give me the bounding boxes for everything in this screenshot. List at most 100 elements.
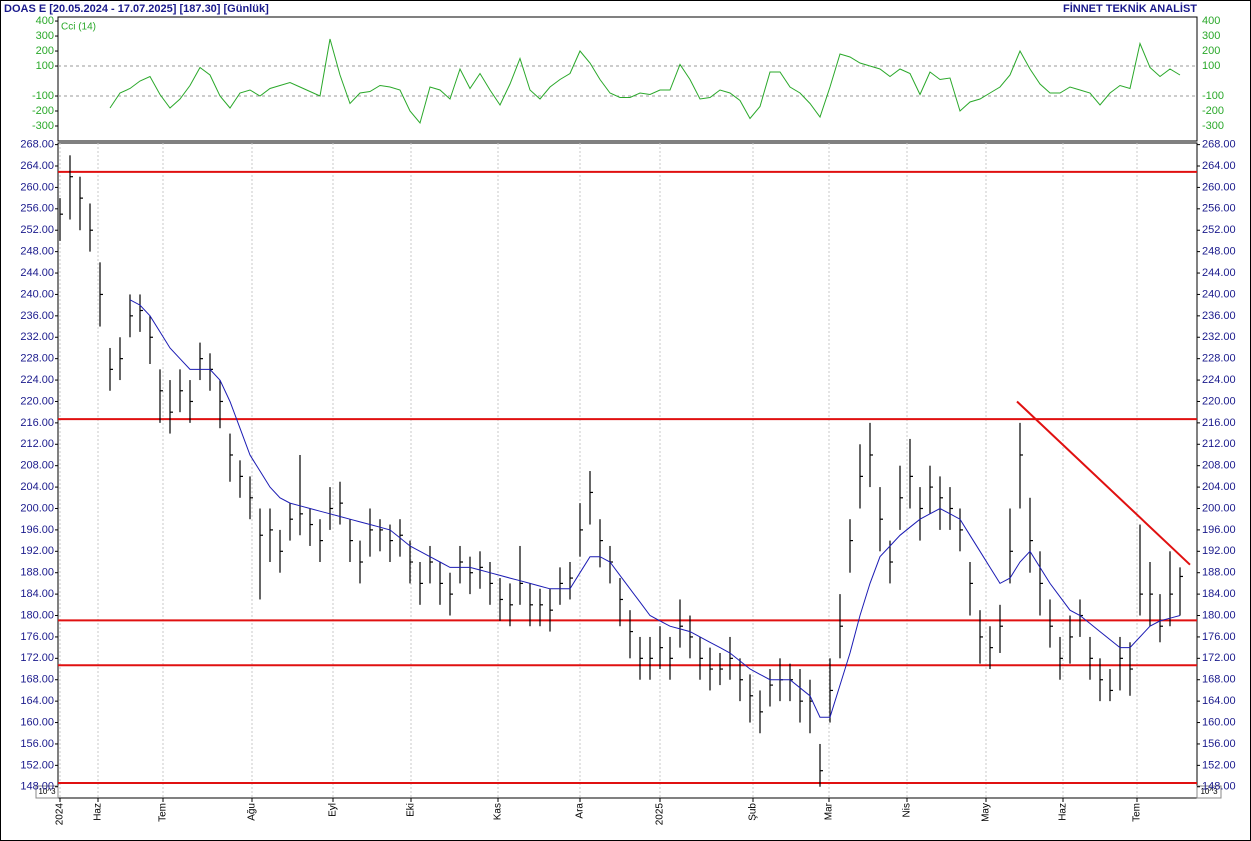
x-tick-label: Kas [493,803,504,820]
y-tick-label: 100 [1202,60,1220,72]
indicator-panel [57,16,1198,142]
x-tick-label: Mar [824,802,835,820]
x-tick-label: Nis [902,803,913,817]
y-tick-label: 188.00 [20,567,54,579]
y-tick-label: 260.00 [20,181,54,193]
y-tick-label: 212.00 [1202,438,1236,450]
scale-note: 10^3 [1200,787,1218,796]
y-tick-label: 192.00 [20,545,54,557]
y-tick-label: 192.00 [1202,545,1236,557]
y-tick-label: 176.00 [1202,631,1236,643]
y-tick-label: 220.00 [20,395,54,407]
x-tick-label: Şub [748,803,759,821]
y-tick-label: 200 [1202,45,1220,57]
x-tick-label: Ara [575,803,586,819]
y-tick-label: 172.00 [1202,652,1236,664]
y-tick-label: 208.00 [20,460,54,472]
y-tick-label: 184.00 [1202,588,1236,600]
y-tick-label: 216.00 [20,417,54,429]
y-tick-label: 256.00 [1202,203,1236,215]
y-tick-label: 264.00 [1202,160,1236,172]
y-tick-label: 224.00 [1202,374,1236,386]
indicator-name: Cci (14) [61,22,96,33]
y-tick-label: 196.00 [1202,524,1236,536]
y-tick-label: 160.00 [20,716,54,728]
x-tick-label: Tem [158,803,169,822]
y-tick-label: 244.00 [20,267,54,279]
y-tick-label: 400 [1202,15,1220,27]
y-tick-label: 164.00 [20,695,54,707]
y-tick-label: 216.00 [1202,417,1236,429]
y-tick-label: 152.00 [20,759,54,771]
y-tick-label: 152.00 [1202,759,1236,771]
y-tick-label: 208.00 [1202,460,1236,472]
y-tick-label: 164.00 [1202,695,1236,707]
y-tick-label: 232.00 [20,331,54,343]
y-tick-label: 228.00 [20,353,54,365]
y-tick-label: 200.00 [20,502,54,514]
y-tick-label: 236.00 [20,310,54,322]
y-tick-label: 184.00 [20,588,54,600]
y-tick-label: 196.00 [20,524,54,536]
y-tick-label: 156.00 [1202,738,1236,750]
y-tick-label: 260.00 [1202,181,1236,193]
y-tick-label: 168.00 [20,674,54,686]
y-tick-label: 248.00 [20,246,54,258]
moving-average [129,299,1181,718]
y-tick-label: 168.00 [1202,674,1236,686]
x-tick-label: Eyl [328,803,339,817]
y-tick-label: 148.00 [1202,781,1236,793]
y-tick-label: 300 [1202,30,1220,42]
y-tick-label: 268.00 [1202,139,1236,151]
y-tick-label: 200.00 [1202,502,1236,514]
y-tick-label: -200 [1202,105,1224,117]
scale-box [35,785,59,799]
y-tick-label: 240.00 [1202,288,1236,300]
y-tick-label: -200 [32,105,54,117]
y-tick-label: 204.00 [20,481,54,493]
x-tick-label: May [981,803,992,822]
cci-line [109,38,1181,125]
price-panel [57,142,1198,799]
x-tick-label: Eki [406,803,417,817]
header: DOAS E [20.05.2024 - 17.07.2025] [187.30… [4,3,269,15]
y-tick-label: 212.00 [20,438,54,450]
y-tick-label: 176.00 [20,631,54,643]
y-tick-label: -100 [1202,90,1224,102]
y-tick-label: 244.00 [1202,267,1236,279]
x-tick-label: Haz [93,803,104,821]
x-tick-label: 2025 [655,803,666,826]
y-tick-label: 264.00 [20,160,54,172]
y-tick-label: 232.00 [1202,331,1236,343]
y-tick-label: 156.00 [20,738,54,750]
y-tick-label: 252.00 [20,224,54,236]
y-tick-label: 180.00 [1202,609,1236,621]
x-tick-label: 2024 [55,803,66,826]
y-tick-label: 224.00 [20,374,54,386]
y-tick-label: 200 [36,45,54,57]
y-tick-label: 268.00 [20,139,54,151]
y-tick-label: 204.00 [1202,481,1236,493]
y-tick-label: 160.00 [1202,716,1236,728]
y-tick-label: 256.00 [20,203,54,215]
y-tick-label: -300 [1202,120,1224,132]
brand: FİNNET TEKNİK ANALİST [1063,2,1197,15]
y-tick-label: -300 [32,120,54,132]
y-tick-label: 100 [36,60,54,72]
y-tick-label: 248.00 [1202,246,1236,258]
y-tick-label: 228.00 [1202,353,1236,365]
x-tick-label: Haz [1058,803,1069,821]
y-tick-label: 300 [36,30,54,42]
scale-note: 10^3 [38,787,56,796]
y-tick-label: 236.00 [1202,310,1236,322]
trend-line [1016,400,1191,566]
y-tick-label: -100 [32,90,54,102]
x-tick-label: Tem [1132,803,1143,822]
y-tick-label: 240.00 [20,288,54,300]
y-tick-label: 188.00 [1202,567,1236,579]
y-tick-label: 220.00 [1202,395,1236,407]
y-tick-label: 180.00 [20,609,54,621]
y-tick-label: 400 [36,15,54,27]
y-tick-label: 172.00 [20,652,54,664]
